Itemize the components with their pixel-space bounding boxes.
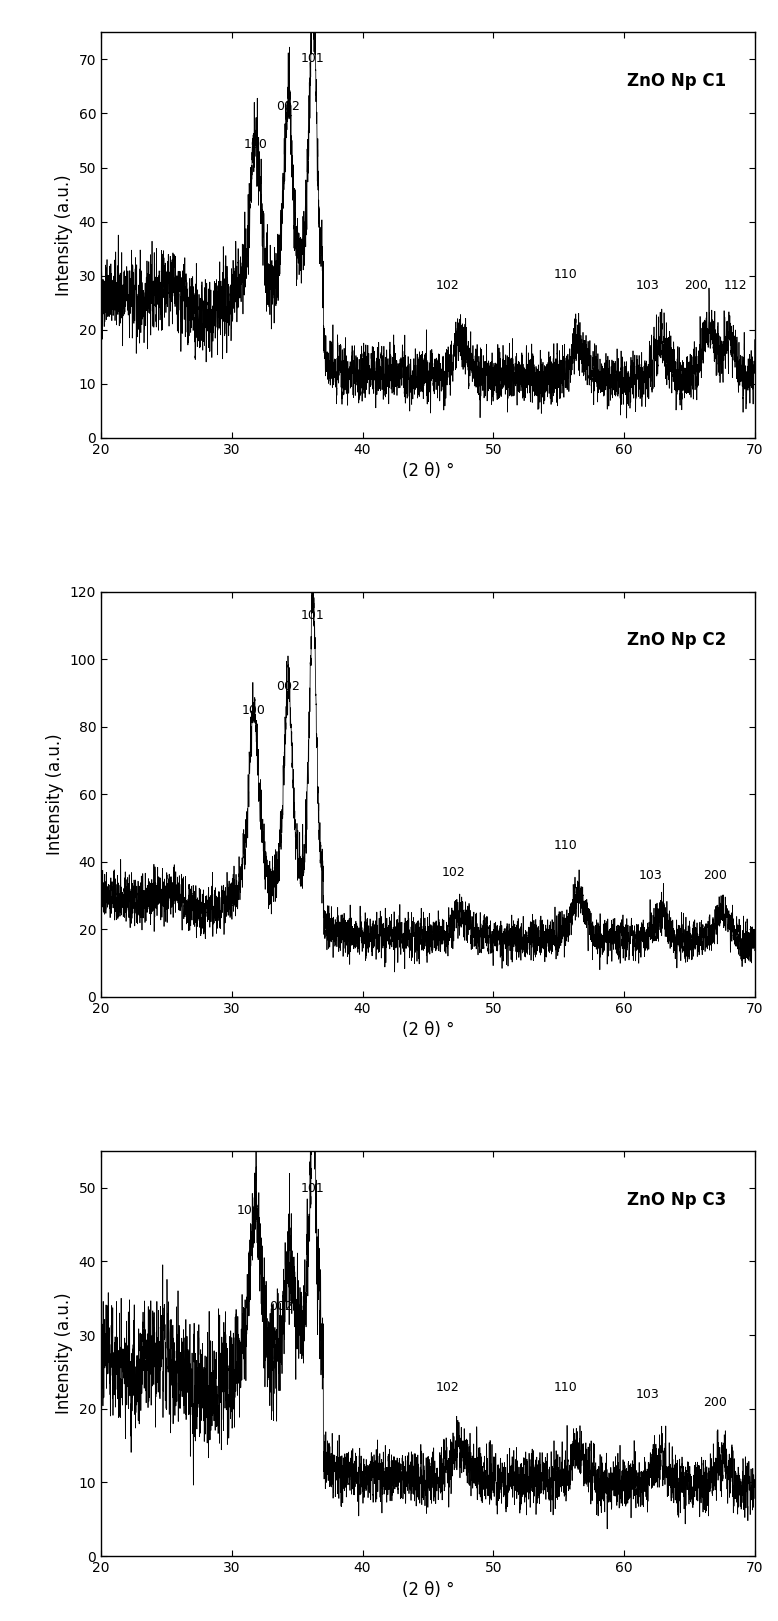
Text: 200: 200 bbox=[684, 279, 708, 292]
Text: 100: 100 bbox=[244, 138, 268, 151]
Text: 002: 002 bbox=[276, 101, 300, 113]
Text: 100: 100 bbox=[237, 1204, 261, 1217]
Text: 102: 102 bbox=[442, 866, 466, 879]
Text: 103: 103 bbox=[636, 1389, 660, 1402]
Text: 102: 102 bbox=[436, 1381, 459, 1394]
Text: ZnO Np C2: ZnO Np C2 bbox=[626, 631, 726, 650]
Text: 110: 110 bbox=[553, 267, 577, 280]
Text: 101: 101 bbox=[301, 609, 324, 622]
X-axis label: (2 θ) °: (2 θ) ° bbox=[401, 462, 454, 480]
X-axis label: (2 θ) °: (2 θ) ° bbox=[401, 1580, 454, 1598]
Y-axis label: Intensity (a.u.): Intensity (a.u.) bbox=[47, 733, 65, 856]
Text: 101: 101 bbox=[301, 1182, 324, 1195]
Text: 002: 002 bbox=[276, 679, 300, 694]
Y-axis label: Intensity (a.u.): Intensity (a.u.) bbox=[55, 1292, 73, 1415]
Text: 103: 103 bbox=[638, 869, 662, 882]
X-axis label: (2 θ) °: (2 θ) ° bbox=[401, 1021, 454, 1039]
Text: 110: 110 bbox=[553, 838, 577, 851]
Text: ZnO Np C3: ZnO Np C3 bbox=[626, 1190, 726, 1209]
Text: 110: 110 bbox=[553, 1381, 577, 1394]
Y-axis label: Intensity (a.u.): Intensity (a.u.) bbox=[55, 173, 73, 297]
Text: 103: 103 bbox=[636, 279, 660, 292]
Text: 102: 102 bbox=[436, 279, 459, 292]
Text: 200: 200 bbox=[703, 869, 727, 882]
Text: ZnO Np C1: ZnO Np C1 bbox=[626, 71, 726, 91]
Text: 200: 200 bbox=[703, 1396, 727, 1409]
Text: 112: 112 bbox=[724, 279, 747, 292]
Text: 002: 002 bbox=[269, 1300, 293, 1313]
Text: 101: 101 bbox=[301, 52, 324, 65]
Text: 100: 100 bbox=[242, 704, 266, 716]
